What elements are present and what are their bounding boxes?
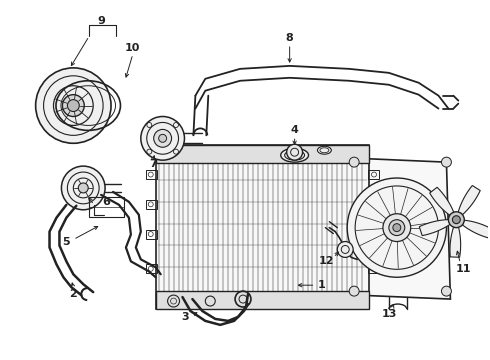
Circle shape bbox=[383, 214, 411, 242]
Circle shape bbox=[389, 220, 405, 235]
Text: 8: 8 bbox=[286, 33, 294, 43]
Text: 13: 13 bbox=[381, 309, 396, 319]
Text: 1: 1 bbox=[318, 280, 325, 290]
Text: 6: 6 bbox=[102, 197, 110, 207]
Bar bbox=[156, 291, 369, 309]
Bar bbox=[146, 230, 157, 239]
Circle shape bbox=[448, 212, 465, 228]
Polygon shape bbox=[419, 220, 450, 236]
Text: 7: 7 bbox=[149, 159, 157, 169]
Bar bbox=[146, 264, 157, 273]
Circle shape bbox=[287, 144, 302, 160]
Text: 3: 3 bbox=[182, 312, 189, 322]
Circle shape bbox=[347, 178, 446, 277]
Circle shape bbox=[349, 157, 359, 167]
Polygon shape bbox=[354, 158, 450, 299]
Circle shape bbox=[393, 224, 401, 231]
Ellipse shape bbox=[318, 146, 331, 154]
Circle shape bbox=[159, 134, 167, 142]
Circle shape bbox=[68, 100, 79, 112]
Text: 10: 10 bbox=[125, 43, 141, 53]
Circle shape bbox=[441, 286, 451, 296]
Circle shape bbox=[441, 157, 451, 167]
Bar bbox=[368, 230, 379, 239]
Polygon shape bbox=[463, 220, 490, 238]
Bar bbox=[89, 197, 124, 217]
Circle shape bbox=[78, 183, 88, 193]
Text: 5: 5 bbox=[63, 237, 70, 247]
Bar bbox=[368, 264, 379, 273]
Ellipse shape bbox=[281, 148, 309, 162]
Bar bbox=[156, 145, 369, 309]
Circle shape bbox=[349, 286, 359, 296]
Text: 4: 4 bbox=[291, 125, 298, 135]
Polygon shape bbox=[430, 187, 454, 215]
Text: 2: 2 bbox=[70, 289, 77, 299]
Circle shape bbox=[154, 129, 172, 147]
Polygon shape bbox=[450, 227, 461, 257]
Bar bbox=[156, 145, 369, 163]
Circle shape bbox=[337, 242, 353, 257]
Text: 11: 11 bbox=[456, 264, 471, 274]
Bar bbox=[146, 170, 157, 179]
Bar bbox=[146, 200, 157, 209]
Text: 12: 12 bbox=[318, 256, 334, 266]
Circle shape bbox=[36, 68, 111, 143]
Bar bbox=[368, 170, 379, 179]
Polygon shape bbox=[458, 185, 480, 215]
Circle shape bbox=[61, 166, 105, 210]
Circle shape bbox=[141, 117, 184, 160]
Circle shape bbox=[62, 95, 84, 117]
Circle shape bbox=[452, 216, 460, 224]
Text: 9: 9 bbox=[97, 16, 105, 26]
Bar bbox=[368, 200, 379, 209]
